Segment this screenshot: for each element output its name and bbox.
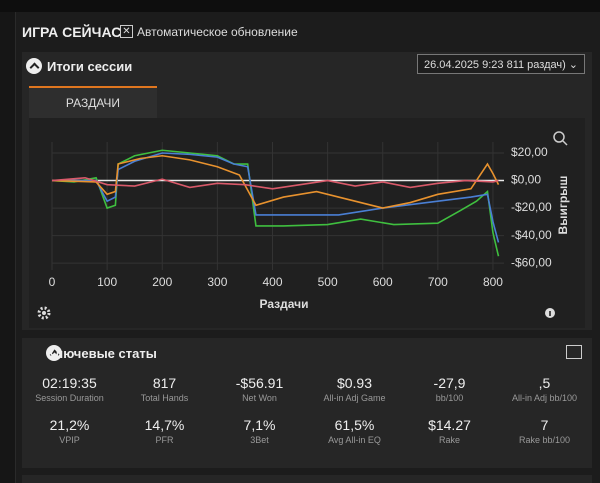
layout-toggle[interactable] bbox=[566, 345, 582, 359]
x-tick-label: 800 bbox=[483, 275, 503, 289]
info-icon[interactable] bbox=[545, 308, 555, 318]
top-bar bbox=[0, 0, 600, 12]
sidebar bbox=[0, 12, 16, 483]
stat: $14.27 Rake bbox=[402, 417, 497, 445]
next-panel bbox=[22, 475, 592, 483]
stat-label: Session Duration bbox=[35, 393, 104, 403]
stat-label: PFR bbox=[155, 435, 174, 445]
chart: Раздачи Выигрыш $20,00 $0,00 -$20,00 -$40,0… bbox=[37, 131, 570, 320]
stat: 21,2% VPIP bbox=[22, 417, 117, 445]
stat-value: $14.27 bbox=[428, 417, 471, 433]
stats-panel bbox=[22, 338, 592, 468]
stat: -$56.91 Net Won bbox=[212, 375, 307, 403]
stat-value: 61,5% bbox=[334, 417, 375, 433]
stat-value: ,5 bbox=[538, 375, 551, 391]
series-line bbox=[51, 149, 500, 257]
stat-value: -$56.91 bbox=[235, 375, 284, 391]
session-title: Итоги сессии bbox=[47, 59, 133, 74]
x-tick-label: 0 bbox=[49, 275, 56, 289]
session-select[interactable]: 26.04.2025 9:23 811 раздач) ⌄ bbox=[417, 54, 585, 74]
stats-grid: 02:19:35 Session Duration 817 Total Hands -$… bbox=[22, 375, 592, 445]
stat-label: Total Hands bbox=[140, 393, 189, 403]
stat-label: All-in Adj bb/100 bbox=[511, 393, 578, 403]
stat: 14,7% PFR bbox=[117, 417, 212, 445]
collapse-button[interactable] bbox=[26, 58, 42, 74]
x-tick-label: 600 bbox=[373, 275, 393, 289]
stat-value: 02:19:35 bbox=[42, 375, 97, 391]
x-tick-label: 100 bbox=[97, 275, 117, 289]
stat: 7 Rake bb/100 bbox=[497, 417, 592, 445]
stat-label: Avg All-in EQ bbox=[328, 435, 381, 445]
stat-label: All-in Adj Game bbox=[323, 393, 386, 403]
page-title: ИГРА СЕЙЧАС bbox=[22, 24, 122, 40]
stat: 61,5% Avg All-in EQ bbox=[307, 417, 402, 445]
stat: 7,1% 3Bet bbox=[212, 417, 307, 445]
x-tick-label: 500 bbox=[318, 275, 338, 289]
stat: ,5 All-in Adj bb/100 bbox=[497, 375, 592, 403]
x-tick-label: 700 bbox=[428, 275, 448, 289]
y-axis-label: Выигрыш bbox=[556, 176, 570, 235]
stat-value: 7,1% bbox=[243, 417, 276, 433]
stats-title: Ключевые статы bbox=[47, 346, 157, 361]
stat: 817 Total Hands bbox=[117, 375, 212, 403]
stat: $0.93 All-in Adj Game bbox=[307, 375, 402, 403]
y-tick-label: -$40,00 bbox=[511, 228, 552, 242]
stat-value: 7 bbox=[540, 417, 549, 433]
stat-label: Rake bb/100 bbox=[518, 435, 571, 445]
stat: 02:19:35 Session Duration bbox=[22, 375, 117, 403]
zoom-icon[interactable] bbox=[553, 131, 568, 146]
x-tick-label: 300 bbox=[207, 275, 227, 289]
x-tick-label: 200 bbox=[152, 275, 172, 289]
x-axis-label: Раздачи bbox=[260, 297, 309, 311]
y-tick-label: -$20,00 bbox=[511, 200, 552, 214]
stat-value: $0.93 bbox=[336, 375, 373, 391]
stat-label: VPIP bbox=[59, 435, 80, 445]
stat-value: 14,7% bbox=[144, 417, 185, 433]
series-line bbox=[51, 154, 500, 209]
checkbox[interactable]: ✕ bbox=[120, 25, 133, 38]
stat-value: 817 bbox=[152, 375, 177, 391]
y-tick-label: $20,00 bbox=[511, 145, 548, 159]
stat-label: bb/100 bbox=[435, 393, 464, 403]
x-tick-label: 400 bbox=[262, 275, 282, 289]
stat-value: -27,9 bbox=[433, 375, 466, 391]
series-line bbox=[52, 152, 500, 243]
y-tick-label: -$60,00 bbox=[511, 255, 552, 269]
collapse-button[interactable] bbox=[46, 345, 63, 361]
auto-update-label[interactable]: Автоматическое обновление bbox=[137, 25, 298, 39]
stat-label: 3Bet bbox=[250, 435, 269, 445]
stat-label: Rake bbox=[438, 435, 460, 445]
stat-label: Net Won bbox=[242, 393, 277, 403]
tab-hands[interactable]: РАЗДАЧИ bbox=[29, 86, 157, 118]
stat: -27,9 bb/100 bbox=[402, 375, 497, 403]
stat-value: 21,2% bbox=[49, 417, 90, 433]
y-tick-label: $0,00 bbox=[511, 173, 541, 187]
session-select-text: 26.04.2025 9:23 811 раздач) bbox=[424, 59, 566, 71]
series-line bbox=[51, 176, 499, 190]
settings-icon[interactable] bbox=[37, 306, 51, 320]
